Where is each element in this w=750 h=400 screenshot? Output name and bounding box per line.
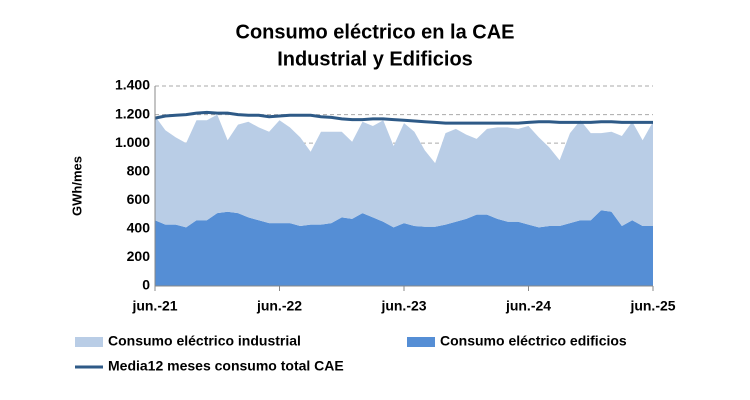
axes: 0 200 400 600 800 1.000 1.200 1.400 jun.-21 jun.-… bbox=[115, 77, 676, 314]
x-tick-label: jun.-24 bbox=[505, 298, 551, 314]
lines bbox=[154, 110, 653, 125]
x-tick-label: jun.-22 bbox=[256, 298, 302, 314]
legend-label: Media12 meses consumo total CAE bbox=[108, 358, 344, 374]
y-tick-label: 600 bbox=[127, 191, 151, 207]
y-tick-label: 0 bbox=[142, 277, 150, 293]
legend-label: Consumo eléctrico edificios bbox=[440, 333, 627, 349]
x-tick-label: jun.-25 bbox=[629, 298, 675, 314]
chart-title: Consumo eléctrico en la CAE bbox=[236, 21, 515, 43]
y-tick-label: 200 bbox=[127, 248, 151, 264]
legend-label: Consumo eléctrico industrial bbox=[108, 333, 301, 349]
legend-swatch bbox=[407, 337, 435, 347]
legend-swatch bbox=[75, 337, 103, 347]
areas bbox=[155, 114, 653, 286]
area bbox=[155, 114, 653, 228]
y-tick-label: 1.000 bbox=[115, 134, 150, 150]
chart-title: Industrial y Edificios bbox=[277, 48, 473, 70]
y-tick-label: 1.200 bbox=[115, 105, 150, 121]
y-axis-label: GWh/mes bbox=[69, 156, 84, 216]
y-tick-label: 1.400 bbox=[115, 77, 150, 93]
x-tick-label: jun.-23 bbox=[380, 298, 426, 314]
y-tick-label: 800 bbox=[127, 162, 151, 178]
line bbox=[154, 110, 653, 125]
area bbox=[155, 210, 653, 286]
y-tick-label: 400 bbox=[127, 220, 151, 236]
x-tick-label: jun.-21 bbox=[131, 298, 177, 314]
